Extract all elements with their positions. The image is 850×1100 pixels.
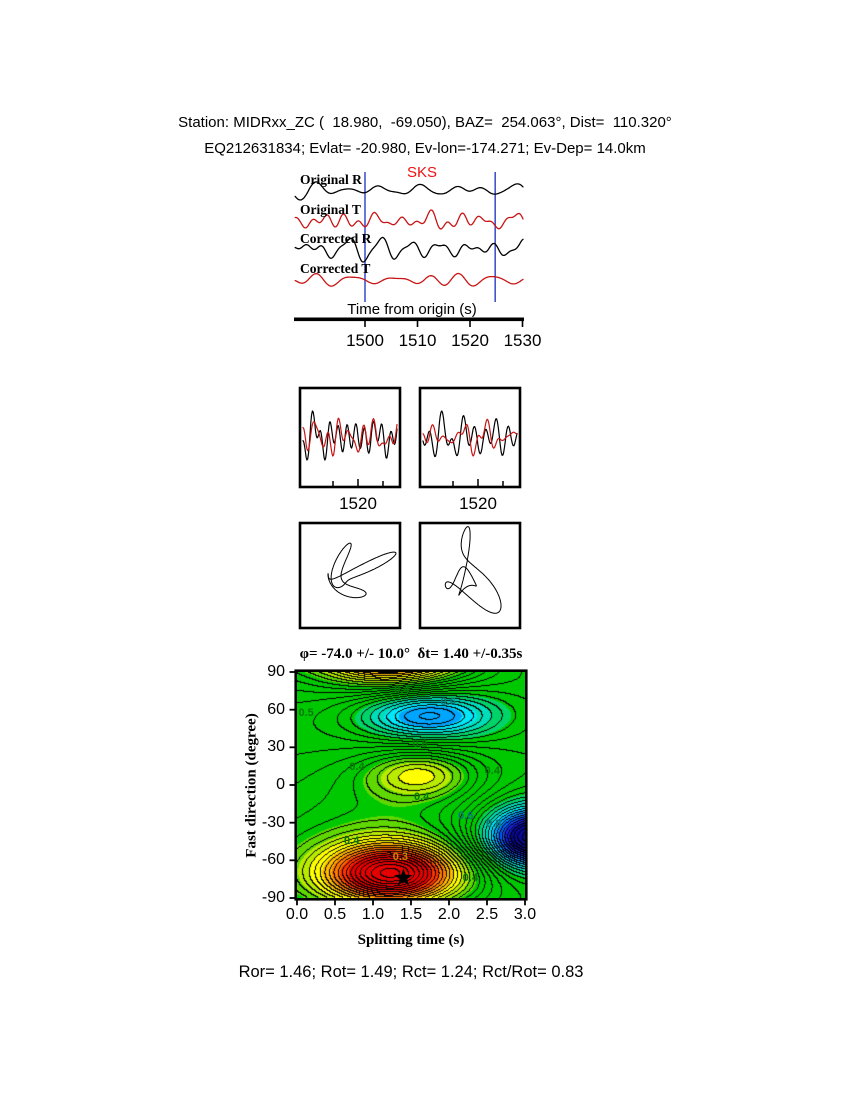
splitting-time-tick: 2.5	[475, 906, 499, 923]
contour-annotation: 0.4	[413, 791, 430, 804]
splitting-time-tick: 1.5	[399, 906, 423, 923]
contour-annotation: 0.6	[412, 737, 428, 750]
splitting-time-tick: 1.0	[361, 906, 385, 923]
misfit-heatmap	[297, 672, 525, 898]
contour-annotation: 0.4	[484, 764, 500, 777]
splitting-result-title: φ= -74.0 +/- 10.0° δt= 1.40 +/-0.35s	[299, 646, 523, 662]
splitting-time-tick: 0.5	[323, 906, 347, 923]
trace-label: Original R	[300, 172, 362, 187]
contour-annotation: 0.4	[462, 872, 478, 884]
trace-label: Corrected T	[300, 261, 371, 276]
splitting-time-tick: 2.0	[437, 906, 461, 923]
window-panel-frame	[418, 386, 522, 489]
window-tick-label: 1520	[339, 494, 377, 513]
time-axis-bar	[294, 317, 524, 322]
contour-annotation: 0.6	[440, 696, 456, 709]
y-axis-label: Fast direction (degree)	[243, 713, 260, 858]
trace-label: Corrected R	[300, 231, 372, 246]
splitting-time-tick: 3.0	[513, 906, 537, 923]
fast-direction-tick: 30	[267, 738, 285, 756]
contour-annotation: 0.4	[394, 683, 410, 696]
fast-direction-tick: -90	[261, 889, 285, 906]
time-tick-label: 1500	[346, 331, 384, 350]
window-panel-frame	[298, 386, 402, 489]
hodogram-curve	[327, 542, 397, 599]
statistics-footer: Ror= 1.46; Rot= 1.49; Rct= 1.24; Rct/Rot…	[238, 963, 584, 981]
windowed-trace	[422, 410, 518, 458]
fast-direction-tick: 90	[267, 663, 285, 680]
fast-direction-tick: 60	[267, 700, 285, 718]
contour-annotation: 0.4	[344, 835, 360, 847]
phase-label: SKS	[407, 164, 438, 181]
contour-annotation: 0.8	[486, 818, 502, 830]
hodogram-curve	[444, 526, 502, 614]
time-tick-label: 1530	[503, 331, 542, 350]
time-tick-label: 1510	[398, 331, 437, 350]
station-header: Station: MIDRxx_ZC ( 18.980, -69.050), B…	[178, 114, 672, 131]
contour-annotation: 0.4	[349, 761, 365, 773]
trace-label: Original T	[300, 202, 361, 217]
windowed-trace	[422, 418, 518, 457]
contour-annotation: 0.6	[458, 810, 474, 822]
splitting-time-tick: 0.0	[285, 906, 309, 923]
contour-annotation: 0.5	[298, 707, 314, 720]
windowed-trace	[302, 410, 398, 461]
fast-direction-tick: -30	[261, 813, 285, 831]
time-tick-label: 1520	[451, 331, 489, 350]
fast-direction-tick: -60	[261, 851, 285, 869]
time-axis-title: Time from origin (s)	[347, 301, 477, 318]
x-axis-label: Splitting time (s)	[357, 932, 465, 948]
contour-annotation: 0.3	[392, 851, 409, 864]
hodogram-frame	[298, 521, 402, 630]
windowed-trace	[302, 417, 398, 457]
event-header: EQ212631834; Evlat= -20.980, Ev-lon=-174…	[204, 140, 646, 157]
window-tick-label: 1520	[459, 494, 497, 513]
fast-direction-tick: 0	[276, 776, 285, 793]
hodogram-frame	[418, 521, 522, 630]
